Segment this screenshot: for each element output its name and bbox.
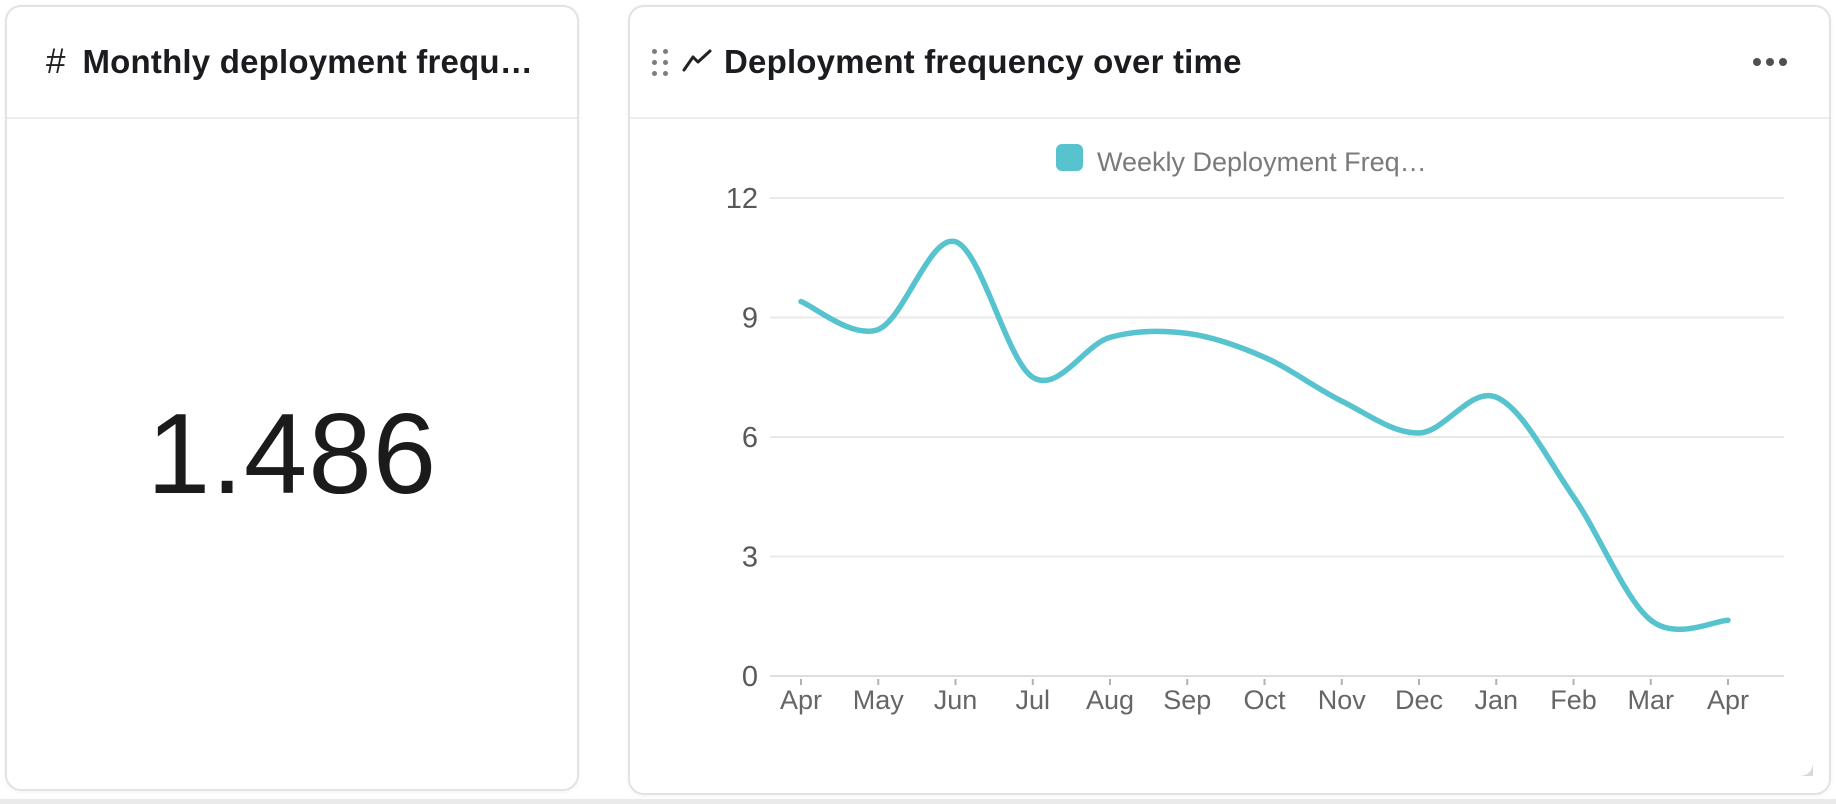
chart-card-title: Deployment frequency over time bbox=[724, 43, 1242, 80]
y-axis-tick-label: 6 bbox=[742, 422, 758, 454]
metric-card-title: Monthly deployment frequen… bbox=[82, 43, 551, 80]
x-axis-tick-label: Sep bbox=[1163, 685, 1211, 715]
metric-value: 1.486 bbox=[146, 390, 438, 518]
y-axis-tick-label: 3 bbox=[742, 542, 758, 574]
y-axis-tick-label: 9 bbox=[742, 303, 758, 335]
x-axis-tick-label: Apr bbox=[780, 685, 822, 715]
x-axis-tick-label: Oct bbox=[1243, 685, 1286, 715]
deployment-frequency-line-chart: 0 3 6 9 12 Apr May Jun Jul Aug Sep Oct Nov Dec Jan Feb M… bbox=[726, 144, 1784, 715]
x-axis-tick-label: Mar bbox=[1628, 685, 1675, 715]
chart-card-header: Deployment frequency over time bbox=[630, 7, 1829, 119]
legend-swatch bbox=[1056, 144, 1083, 171]
x-axis-tick-label: Jul bbox=[1015, 685, 1050, 715]
x-axis-tick-label: Jan bbox=[1474, 685, 1518, 715]
next-row-edge bbox=[0, 799, 1836, 804]
x-axis-tick-label: Nov bbox=[1318, 685, 1367, 715]
legend-label: Weekly Deployment Freq… bbox=[1097, 147, 1427, 177]
resize-handle-icon[interactable] bbox=[1797, 760, 1814, 782]
chart-area: 0 3 6 9 12 Apr May Jun Jul Aug Sep Oct Nov Dec Jan Feb M… bbox=[630, 119, 1829, 793]
x-axis-tick-label: Jun bbox=[934, 685, 978, 715]
x-axis-tick-label: Aug bbox=[1086, 685, 1134, 715]
x-axis-tick-label: Dec bbox=[1395, 685, 1443, 715]
legend-item[interactable]: Weekly Deployment Freq… bbox=[1056, 144, 1427, 177]
more-options-icon[interactable] bbox=[1753, 50, 1787, 74]
x-axis-tick-label: May bbox=[853, 685, 905, 715]
x-axis-tick-label: Feb bbox=[1550, 685, 1597, 715]
hash-icon: # bbox=[46, 42, 66, 81]
metric-body: 1.486 bbox=[7, 119, 577, 789]
y-axis-tick-label: 0 bbox=[742, 661, 758, 693]
x-axis-tick-label: Apr bbox=[1707, 685, 1749, 715]
y-axis-tick-label: 12 bbox=[726, 183, 758, 215]
metric-card-monthly-deployment-frequency: # Monthly deployment frequen… 1.486 bbox=[5, 5, 579, 791]
drag-handle-icon[interactable] bbox=[652, 48, 668, 76]
metric-card-header: # Monthly deployment frequen… bbox=[7, 7, 577, 119]
line-chart-icon bbox=[681, 48, 713, 76]
series-line bbox=[798, 238, 1731, 633]
chart-card-deployment-frequency: Deployment frequency over time 0 3 6 9 12 Apr… bbox=[628, 5, 1831, 795]
